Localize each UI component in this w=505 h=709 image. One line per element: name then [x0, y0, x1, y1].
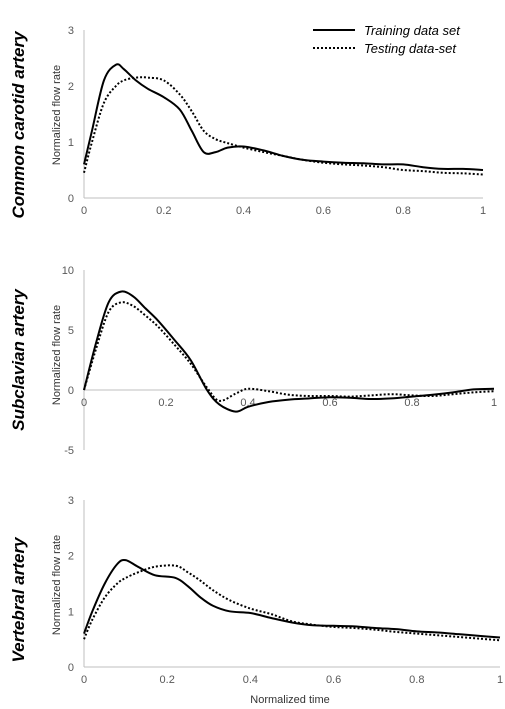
y-tick-label: 1 — [68, 137, 74, 149]
panel-3: 0 1 2 3 0 0.2 0.4 0.6 0.8 1 — [68, 495, 503, 686]
x-tick-label: 1 — [491, 397, 497, 409]
x-tick-label: 0.2 — [156, 205, 171, 217]
y-tick-label: 2 — [68, 551, 74, 563]
legend-label-testing: Testing data-set — [364, 41, 457, 56]
y-tick-label: -5 — [64, 445, 74, 457]
x-tick-label: 0.4 — [243, 674, 258, 686]
x-tick-label: 0 — [81, 397, 87, 409]
y-tick-label: 3 — [68, 25, 74, 37]
series-line-training — [83, 63, 484, 171]
x-tick-label: 1 — [497, 674, 503, 686]
x-tick-label: 0 — [81, 674, 87, 686]
x-tick-label: 0.8 — [409, 674, 424, 686]
x-tick-label: 0.2 — [160, 674, 175, 686]
ylabel-panel-3: Normalized flow rate — [51, 535, 63, 635]
panel-1: 0 1 2 3 0 0.2 0.4 0.6 0.8 1 — [68, 25, 486, 217]
x-tick-label: 0.4 — [236, 205, 251, 217]
y-tick-label: 10 — [62, 265, 74, 277]
legend: Training data set Testing data-set — [313, 23, 461, 56]
x-tick-label: 0 — [81, 205, 87, 217]
x-tick-label: 0.8 — [396, 205, 411, 217]
y-tick-label: 1 — [68, 606, 74, 618]
x-tick-label: 0.2 — [158, 397, 173, 409]
ylabel-panel-1: Normalized flow rate — [51, 65, 63, 165]
series-line-testing — [83, 301, 495, 402]
y-tick-label: 3 — [68, 495, 74, 507]
series-line-testing — [83, 564, 501, 642]
series-line-training — [83, 558, 501, 639]
x-tick-label: 0.8 — [404, 397, 419, 409]
ylabel-panel-2: Normalized flow rate — [51, 305, 63, 405]
x-tick-label: 0.6 — [326, 674, 341, 686]
panel-title-subclavian: Subclavian artery — [9, 288, 28, 431]
x-tick-label: 1 — [480, 205, 486, 217]
panel-title-common-carotid: Common carotid artery — [9, 30, 28, 219]
y-tick-label: 2 — [68, 81, 74, 93]
x-tick-label: 0.6 — [316, 205, 331, 217]
legend-label-training: Training data set — [364, 23, 461, 38]
series-line-testing — [83, 76, 484, 176]
y-tick-label: 0 — [68, 193, 74, 205]
x-tick-label: 0.6 — [322, 397, 337, 409]
y-tick-label: 0 — [68, 662, 74, 674]
xlabel-panel-3: Normalized time — [250, 694, 329, 706]
panel-title-vertebral: Vertebral artery — [9, 536, 28, 663]
y-tick-label: 5 — [68, 325, 74, 337]
series-line-training — [83, 290, 495, 413]
y-tick-label: 0 — [68, 385, 74, 397]
